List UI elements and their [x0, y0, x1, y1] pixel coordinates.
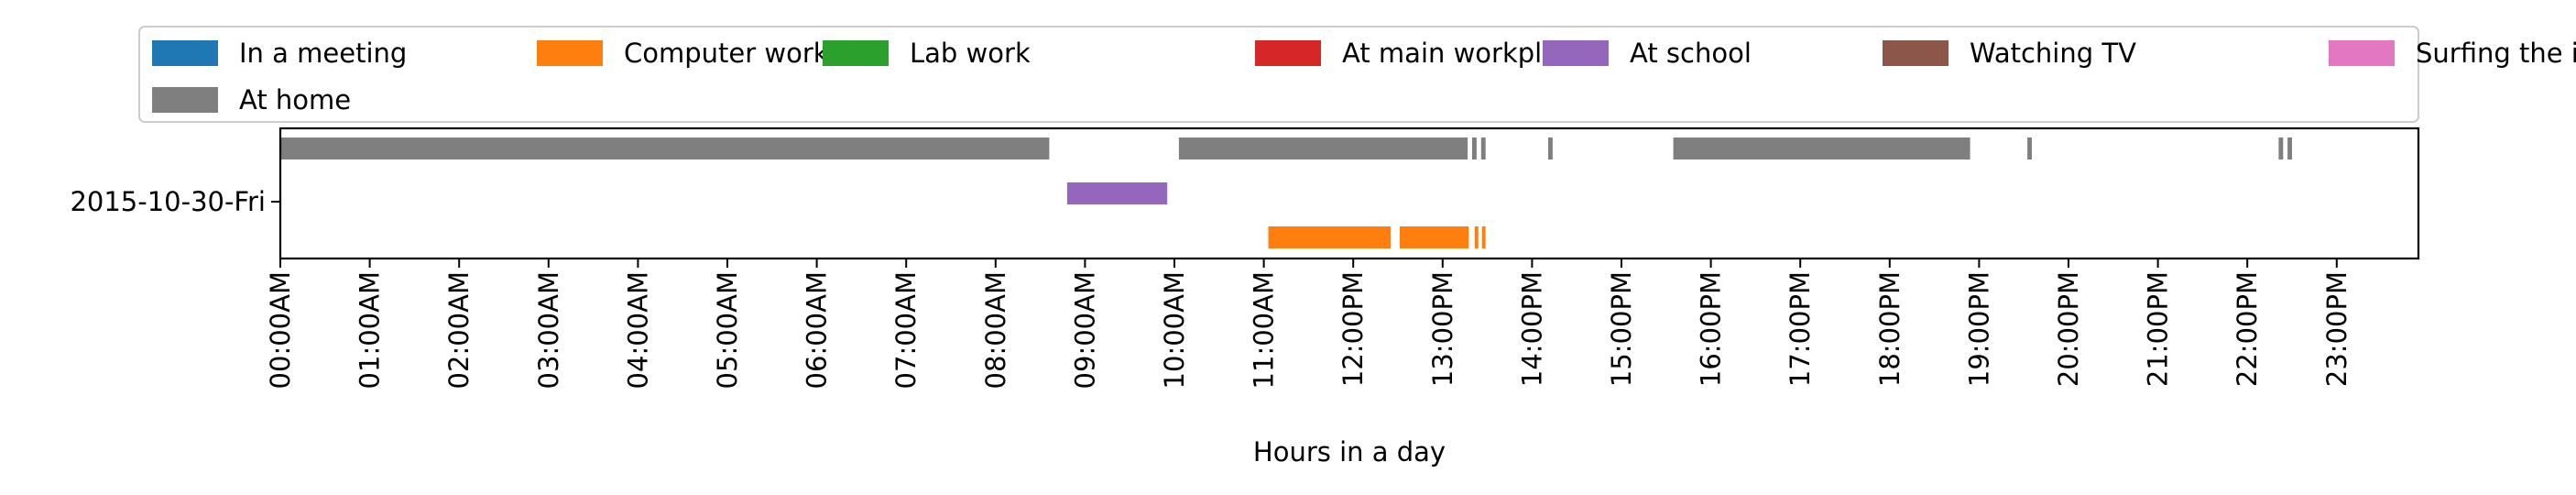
bar-at-home-1	[1178, 138, 1468, 160]
x-tick-label-7: 07:00AM	[890, 271, 922, 389]
legend-swatch-at-main-workplace	[1255, 40, 1321, 66]
x-tick-label-4: 04:00AM	[622, 271, 653, 389]
x-tick-label-20: 20:00PM	[2053, 271, 2084, 387]
x-tick-label-23: 23:00PM	[2321, 271, 2352, 387]
bar-at-home-8	[2287, 138, 2292, 160]
x-tick-label-21: 21:00PM	[2143, 271, 2174, 387]
legend-label-at-home: At home	[239, 84, 351, 116]
x-tick-label-22: 22:00PM	[2232, 271, 2263, 387]
bar-at-home-2	[1472, 138, 1477, 160]
legend-swatch-watching-tv	[1883, 40, 1948, 66]
y-tick-label-0: 2015-10-30-Fri	[70, 186, 266, 217]
bar-at-home-7	[2278, 138, 2284, 160]
x-tick-label-17: 17:00PM	[1785, 271, 1816, 387]
legend-swatch-surfing-the-internet	[2329, 40, 2395, 66]
x-tick-label-3: 03:00AM	[533, 271, 564, 389]
legend-label-at-school: At school	[1630, 38, 1752, 69]
bar-at-home-3	[1480, 138, 1486, 160]
x-tick-label-12: 12:00PM	[1337, 271, 1369, 387]
legend-swatch-at-home	[152, 87, 218, 113]
x-tick-label-16: 16:00PM	[1696, 271, 1727, 387]
legend-label-lab-work: Lab work	[910, 38, 1031, 69]
x-tick-label-2: 02:00AM	[443, 271, 475, 389]
x-tick-label-9: 09:00AM	[1069, 271, 1100, 389]
x-tick-label-10: 10:00AM	[1159, 271, 1190, 389]
legend-label-watching-tv: Watching TV	[1970, 38, 2136, 69]
y-axis: 2015-10-30-Fri	[70, 186, 280, 217]
x-tick-label-13: 13:00PM	[1427, 271, 1458, 387]
legend: In a meeting Computer work Lab work At main…	[138, 26, 2576, 123]
bar-computer-work-3	[1481, 226, 1486, 248]
bar-at-home-0	[280, 138, 1050, 160]
bar-at-home-5	[1673, 138, 1970, 160]
bar-at-school-0	[1066, 182, 1168, 204]
bar-computer-work-2	[1474, 226, 1479, 248]
legend-swatch-at-school	[1543, 40, 1609, 66]
bars-layer	[280, 138, 2292, 248]
legend-swatch-in-a-meeting	[152, 40, 218, 66]
bar-computer-work-1	[1400, 226, 1469, 248]
plot-frame	[278, 126, 2420, 260]
legend-label-computer-work: Computer work	[624, 38, 829, 69]
bar-at-home-4	[1548, 138, 1553, 160]
x-tick-label-11: 11:00AM	[1249, 271, 1280, 389]
x-tick-label-5: 05:00AM	[712, 271, 743, 389]
x-tick-label-1: 01:00AM	[355, 271, 386, 389]
x-tick-label-14: 14:00PM	[1516, 271, 1547, 387]
x-tick-label-19: 19:00PM	[1963, 271, 1994, 387]
x-tick-label-0: 00:00AM	[265, 271, 296, 389]
legend-frame	[138, 26, 2419, 123]
x-tick-label-18: 18:00PM	[1874, 271, 1905, 387]
legend-label-in-a-meeting: In a meeting	[239, 38, 407, 69]
x-axis: 00:00AM 01:00AM 02:00AM 03:00AM 04:00AM 05:00…	[265, 258, 2352, 389]
bar-computer-work-0	[1268, 226, 1392, 248]
legend-swatch-lab-work	[823, 40, 889, 66]
x-tick-label-8: 08:00AM	[980, 271, 1011, 389]
x-tick-label-6: 06:00AM	[802, 271, 833, 389]
legend-label-surfing-the-internet: Surfing the internet	[2416, 38, 2576, 69]
x-tick-label-15: 15:00PM	[1606, 271, 1637, 387]
bar-at-home-6	[2027, 138, 2032, 160]
x-axis-label: Hours in a day	[1253, 436, 1446, 468]
legend-swatch-computer-work	[537, 40, 603, 66]
